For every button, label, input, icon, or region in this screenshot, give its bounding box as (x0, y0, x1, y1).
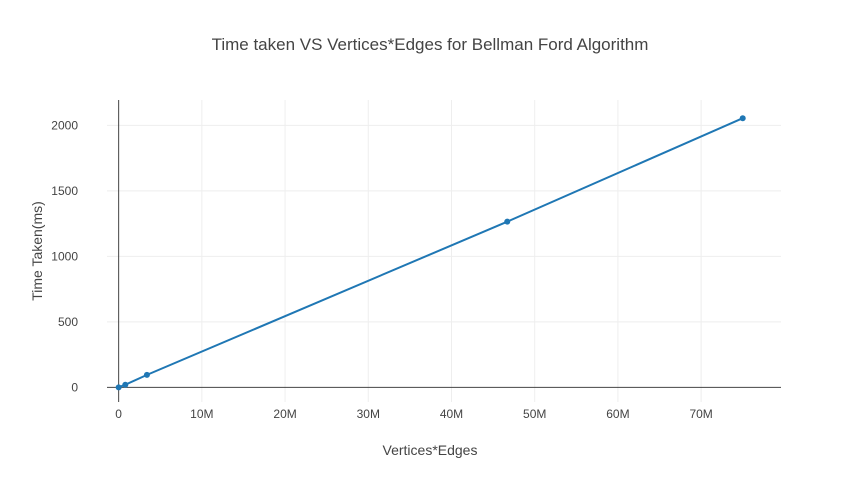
y-tick-label: 0 (71, 380, 78, 394)
y-tick-label: 1000 (51, 249, 78, 263)
axes (107, 100, 781, 402)
x-tick-label: 70M (689, 407, 712, 421)
x-tick-label: 30M (357, 407, 380, 421)
series-layer (115, 115, 746, 391)
data-point (115, 384, 122, 391)
data-point (739, 115, 746, 122)
y-tick-label: 1500 (51, 184, 78, 198)
data-point (504, 218, 511, 225)
x-tick-label: 60M (606, 407, 629, 421)
y-axis-ticks: 0 500 1000 1500 2000 (51, 118, 78, 394)
x-axis-ticks: 0 10M 20M 30M 40M 50M 60M 70M (115, 407, 712, 421)
x-axis-title: Vertices*Edges (383, 442, 478, 458)
grid (107, 100, 781, 402)
y-tick-label: 500 (58, 315, 78, 329)
data-point (143, 371, 150, 378)
x-tick-label: 40M (440, 407, 463, 421)
y-axis-title: Time Taken(ms) (29, 201, 45, 301)
y-tick-label: 2000 (51, 118, 78, 132)
x-tick-label: 0 (115, 407, 122, 421)
x-tick-label: 20M (273, 407, 296, 421)
chart-title: Time taken VS Vertices*Edges for Bellman… (212, 35, 649, 54)
x-tick-label: 50M (523, 407, 546, 421)
data-point (122, 381, 129, 388)
series-line (117, 117, 744, 389)
x-tick-label: 10M (190, 407, 213, 421)
